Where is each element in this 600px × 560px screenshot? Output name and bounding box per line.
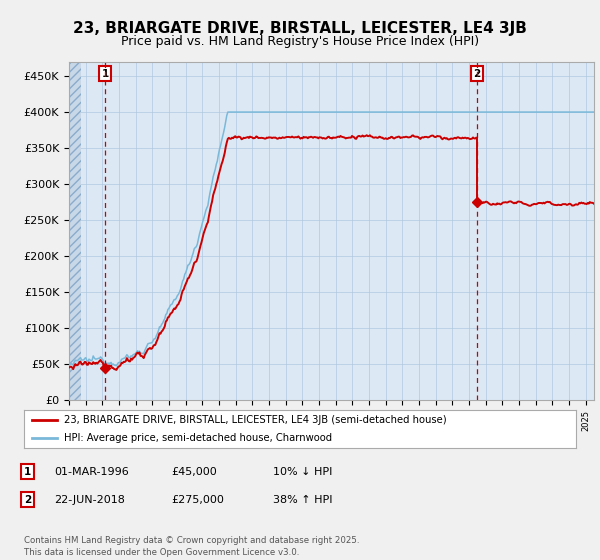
Text: £45,000: £45,000: [171, 466, 217, 477]
Text: 1: 1: [101, 69, 109, 79]
Text: 1: 1: [24, 466, 31, 477]
Text: 10% ↓ HPI: 10% ↓ HPI: [273, 466, 332, 477]
Text: HPI: Average price, semi-detached house, Charnwood: HPI: Average price, semi-detached house,…: [64, 433, 332, 443]
Text: 22-JUN-2018: 22-JUN-2018: [54, 494, 125, 505]
Text: £275,000: £275,000: [171, 494, 224, 505]
Text: 2: 2: [24, 494, 31, 505]
Text: 23, BRIARGATE DRIVE, BIRSTALL, LEICESTER, LE4 3JB: 23, BRIARGATE DRIVE, BIRSTALL, LEICESTER…: [73, 21, 527, 36]
Text: 2: 2: [473, 69, 481, 79]
Bar: [69, 62, 81, 400]
Text: 23, BRIARGATE DRIVE, BIRSTALL, LEICESTER, LE4 3JB (semi-detached house): 23, BRIARGATE DRIVE, BIRSTALL, LEICESTER…: [64, 415, 446, 425]
Text: Contains HM Land Registry data © Crown copyright and database right 2025.
This d: Contains HM Land Registry data © Crown c…: [24, 536, 359, 557]
Text: Price paid vs. HM Land Registry's House Price Index (HPI): Price paid vs. HM Land Registry's House …: [121, 35, 479, 48]
Text: 38% ↑ HPI: 38% ↑ HPI: [273, 494, 332, 505]
Text: 01-MAR-1996: 01-MAR-1996: [54, 466, 129, 477]
